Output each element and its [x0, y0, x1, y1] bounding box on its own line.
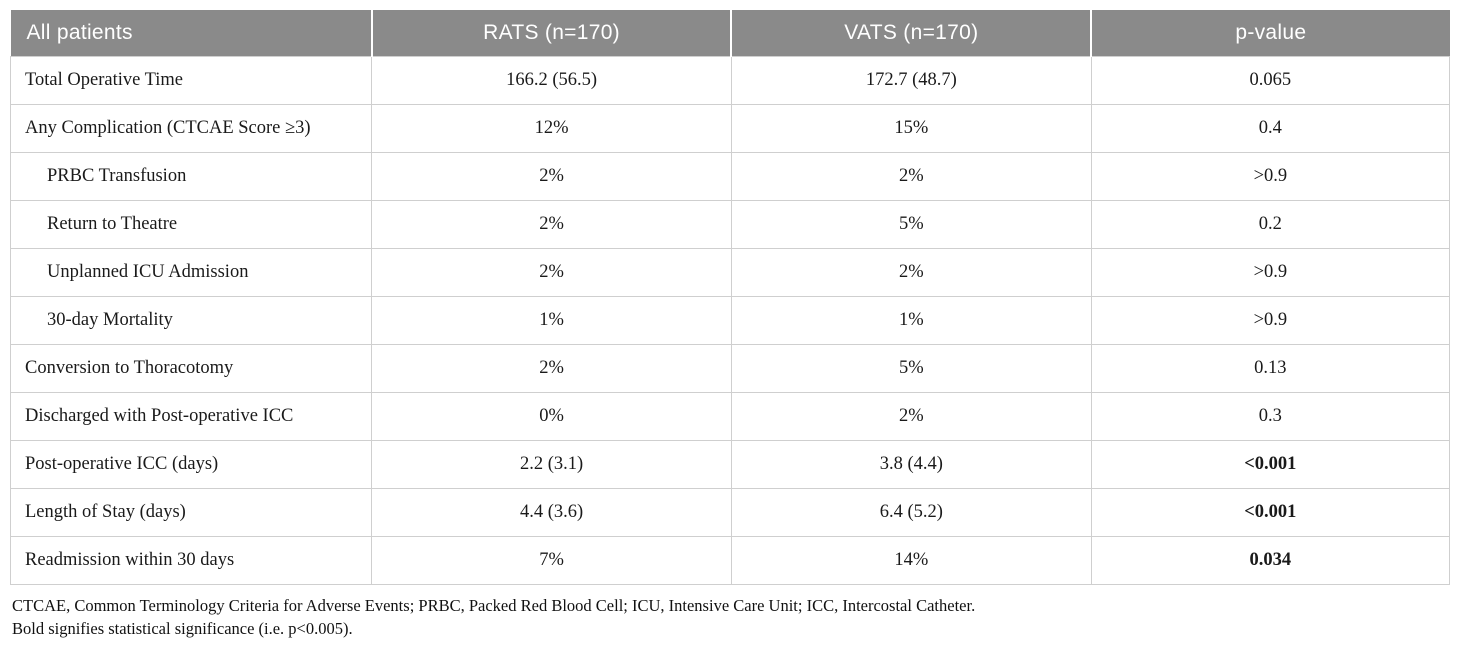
- p-value: 0.3: [1090, 391, 1451, 441]
- rats-value: 1%: [371, 295, 732, 345]
- vats-value: 6.4 (5.2): [730, 487, 1092, 537]
- rats-value: 2%: [371, 199, 732, 249]
- rats-value: 2%: [371, 151, 732, 201]
- table-header: All patients RATS (n=170) VATS (n=170) p…: [10, 10, 1450, 56]
- p-value: >0.9: [1090, 151, 1451, 201]
- column-header-rats: RATS (n=170): [370, 10, 732, 56]
- rats-value: 12%: [371, 103, 732, 153]
- vats-value: 5%: [730, 343, 1092, 393]
- table-row: Any Complication (CTCAE Score ≥3) 12% 15% 0…: [9, 103, 1451, 153]
- vats-value: 172.7 (48.7): [730, 55, 1092, 105]
- table-row: Total Operative Time 166.2 (56.5) 172.7 (4…: [9, 55, 1451, 105]
- footnote-abbreviations: CTCAE, Common Terminology Criteria for A…: [12, 595, 976, 615]
- header-row: All patients RATS (n=170) VATS (n=170) p…: [10, 10, 1450, 56]
- rats-value: 166.2 (56.5): [371, 55, 732, 105]
- row-label: PRBC Transfusion: [9, 151, 373, 201]
- table-row: 30-day Mortality 1% 1% >0.9: [9, 295, 1451, 345]
- row-label: Total Operative Time: [9, 55, 373, 105]
- p-value: 0.13: [1090, 343, 1451, 393]
- table-body: Total Operative Time 166.2 (56.5) 172.7 (4…: [9, 55, 1451, 585]
- p-value: >0.9: [1090, 295, 1451, 345]
- p-value: 0.2: [1090, 199, 1451, 249]
- rats-value: 2%: [371, 343, 732, 393]
- row-label: Return to Theatre: [9, 199, 373, 249]
- p-value: <0.001: [1090, 487, 1451, 537]
- table-footnotes: CTCAE, Common Terminology Criteria for A…: [10, 594, 1450, 640]
- table-row: Unplanned ICU Admission 2% 2% >0.9: [9, 247, 1451, 297]
- row-label: Conversion to Thoracotomy: [9, 343, 373, 393]
- table-row: Length of Stay (days) 4.4 (3.6) 6.4 (5.2) <…: [9, 487, 1451, 537]
- row-label: Any Complication (CTCAE Score ≥3): [9, 103, 373, 153]
- rats-value: 7%: [371, 535, 732, 585]
- table-row: Post-operative ICC (days) 2.2 (3.1) 3.8 (4…: [9, 439, 1451, 489]
- p-value: 0.065: [1090, 55, 1451, 105]
- column-header-p-value: p-value: [1090, 10, 1450, 56]
- rats-value: 2%: [371, 247, 732, 297]
- row-label: Discharged with Post-operative ICC: [9, 391, 373, 441]
- rats-value: 2.2 (3.1): [371, 439, 732, 489]
- p-value: 0.034: [1090, 535, 1451, 585]
- p-value: >0.9: [1090, 247, 1451, 297]
- row-label: Unplanned ICU Admission: [9, 247, 373, 297]
- footnote-significance: Bold signifies statistical significance …: [12, 618, 353, 638]
- vats-value: 14%: [730, 535, 1092, 585]
- row-label: 30-day Mortality: [9, 295, 373, 345]
- table-row: Conversion to Thoracotomy 2% 5% 0.13: [9, 343, 1451, 393]
- vats-value: 2%: [730, 391, 1092, 441]
- column-header-all-patients: All patients: [10, 10, 372, 56]
- row-label: Readmission within 30 days: [9, 535, 373, 585]
- table-row: Discharged with Post-operative ICC 0% 2% 0.…: [9, 391, 1451, 441]
- table-row: Return to Theatre 2% 5% 0.2: [9, 199, 1451, 249]
- vats-value: 1%: [730, 295, 1092, 345]
- p-value: <0.001: [1090, 439, 1451, 489]
- vats-value: 2%: [730, 151, 1092, 201]
- vats-value: 3.8 (4.4): [730, 439, 1092, 489]
- row-label: Length of Stay (days): [9, 487, 373, 537]
- table-row: Readmission within 30 days 7% 14% 0.034: [9, 535, 1451, 585]
- row-label: Post-operative ICC (days): [9, 439, 373, 489]
- vats-value: 5%: [730, 199, 1092, 249]
- table-row: PRBC Transfusion 2% 2% >0.9: [9, 151, 1451, 201]
- rats-value: 0%: [371, 391, 732, 441]
- outcomes-table: All patients RATS (n=170) VATS (n=170) p…: [9, 10, 1451, 585]
- p-value: 0.4: [1090, 103, 1451, 153]
- vats-value: 15%: [730, 103, 1092, 153]
- rats-value: 4.4 (3.6): [371, 487, 732, 537]
- vats-value: 2%: [730, 247, 1092, 297]
- column-header-vats: VATS (n=170): [730, 10, 1092, 56]
